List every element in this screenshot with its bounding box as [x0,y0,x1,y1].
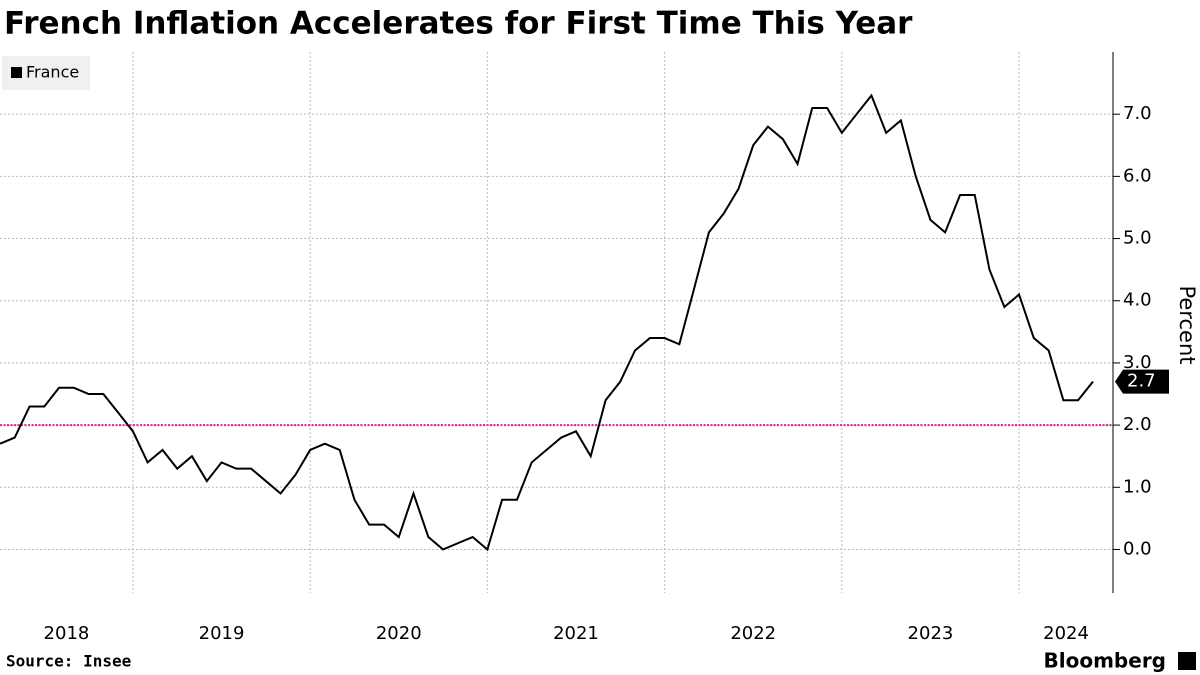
source: Source: Insee [6,652,131,671]
y-tick-label: 3.0 [1123,352,1152,373]
x-tick-label: 2022 [730,623,776,644]
series-line [0,93,1094,552]
legend-label: France [26,63,79,82]
y-tick-label: 0.0 [1123,538,1152,559]
x-tick-label: 2024 [1043,623,1089,644]
legend-swatch [11,67,22,78]
x-tick-label: 2018 [44,623,90,644]
y-axis-label: Percent [1175,285,1199,364]
last-value-label: 2.7 [1127,371,1156,392]
x-tick-label: 2023 [908,623,954,644]
last-value-tag [1115,369,1169,394]
y-tick-label: 2.0 [1123,414,1152,435]
y-tick-label: 6.0 [1123,165,1152,186]
x-tick-label: 2020 [376,623,422,644]
chart-title: French Inflation Accelerates for First T… [4,6,913,42]
brand-icon [1178,652,1196,670]
y-tick-label: 5.0 [1123,228,1152,249]
x-tick-label: 2021 [553,623,599,644]
x-tick-label: 2019 [199,623,245,644]
y-tick-label: 7.0 [1123,103,1152,124]
y-tick-label: 4.0 [1123,290,1152,311]
y-tick-label: 1.0 [1123,476,1152,497]
brand: Bloomberg [1044,649,1166,673]
